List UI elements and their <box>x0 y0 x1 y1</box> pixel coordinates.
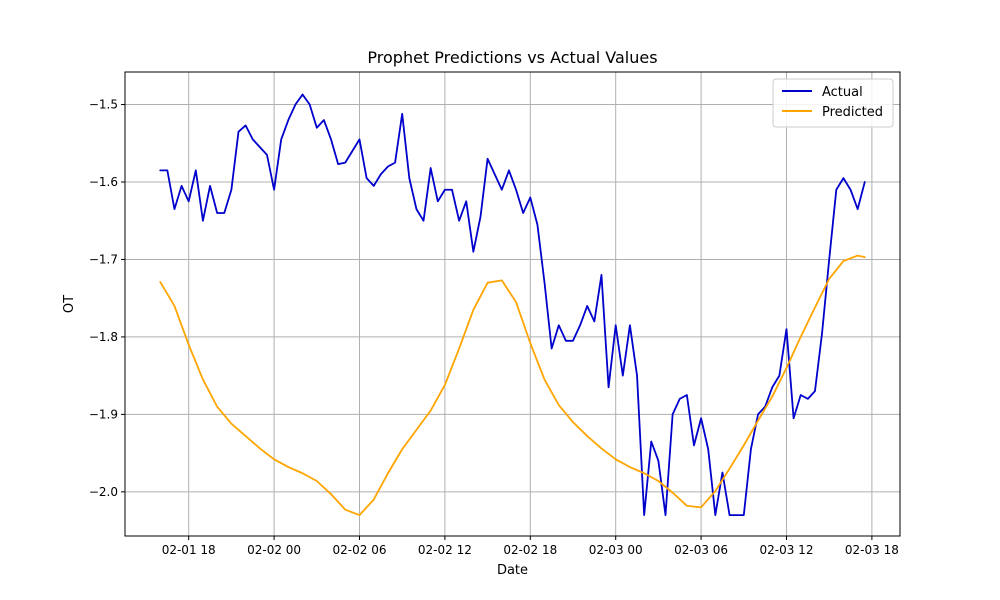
y-tick-label: −1.7 <box>89 252 118 266</box>
y-tick-label: −1.6 <box>89 175 118 189</box>
y-tick-label: −1.9 <box>89 407 118 421</box>
y-axis: −1.5 −1.6 −1.7 −1.8 −1.9 −2.0 <box>89 98 125 499</box>
legend: Actual Predicted <box>772 78 894 128</box>
x-tick-label: 02-01 18 <box>162 543 216 557</box>
series-lines <box>159 93 866 516</box>
legend-label-predicted: Predicted <box>822 105 883 120</box>
plot-area-frame <box>124 71 901 537</box>
y-tick-label: −2.0 <box>89 485 118 499</box>
y-axis-label: OT <box>62 295 77 313</box>
series-line-predicted <box>159 254 866 516</box>
x-tick-label: 02-03 00 <box>589 543 643 557</box>
x-tick-label: 02-03 06 <box>674 543 728 557</box>
series-line-actual <box>159 93 866 516</box>
x-tick-label: 02-02 12 <box>418 543 472 557</box>
chart-title: Prophet Predictions vs Actual Values <box>367 48 657 67</box>
x-tick-label: 02-02 18 <box>503 543 557 557</box>
x-axis-label: Date <box>497 563 528 578</box>
x-tick-label: 02-03 12 <box>760 543 814 557</box>
x-axis: 02-01 18 02-02 00 02-02 06 02-02 12 02-02 18… <box>162 536 899 557</box>
y-tick-label: −1.5 <box>89 98 118 112</box>
y-tick-label: −1.8 <box>89 330 118 344</box>
legend-label-actual: Actual <box>822 85 863 100</box>
x-tick-label: 02-03 18 <box>845 543 899 557</box>
x-tick-label: 02-02 06 <box>333 543 387 557</box>
x-tick-label: 02-02 00 <box>247 543 301 557</box>
